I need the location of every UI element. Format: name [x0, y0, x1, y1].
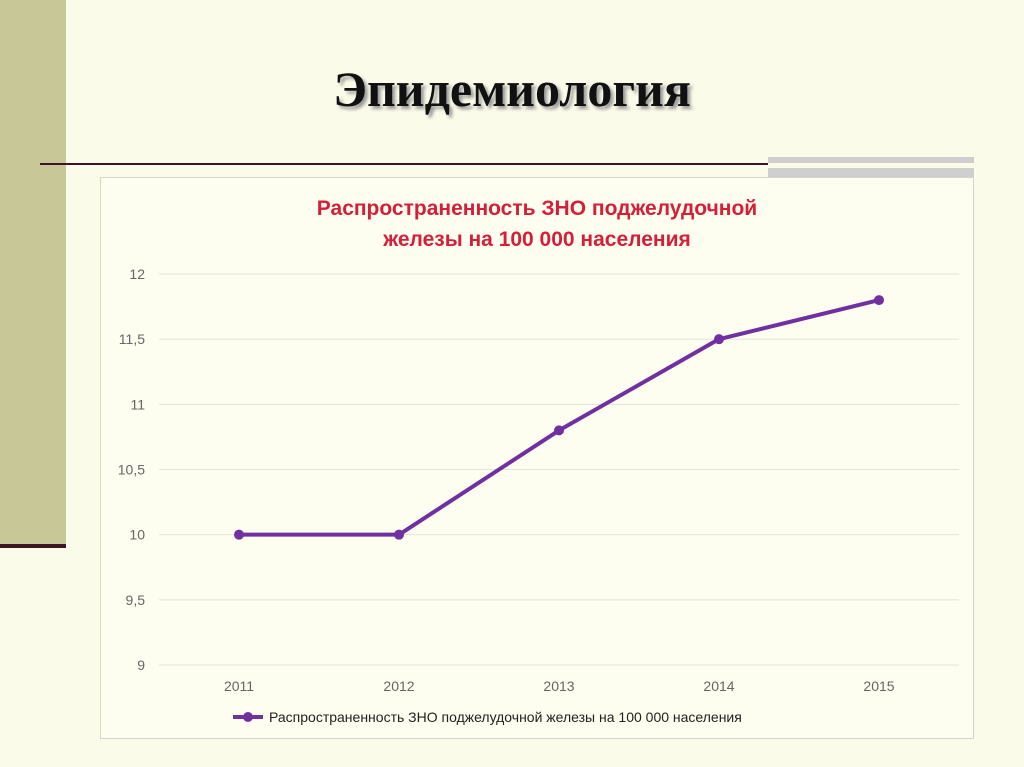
- x-tick-label: 2012: [383, 678, 414, 694]
- y-tick-label: 9,5: [126, 592, 146, 608]
- x-tick-label: 2015: [863, 678, 894, 694]
- legend-label: Распространенность ЗНО поджелудочной жел…: [269, 709, 742, 725]
- y-tick-label: 9: [137, 657, 145, 673]
- title-divider: [40, 163, 974, 165]
- side-rule: [0, 544, 66, 548]
- chart-title-line-2: железы на 100 000 населения: [383, 228, 691, 251]
- y-tick-label: 11: [130, 396, 145, 412]
- series-line: [239, 298, 880, 537]
- y-tick-label: 10,5: [118, 462, 145, 478]
- side-band: [0, 0, 66, 547]
- y-tick-label: 10: [129, 527, 145, 543]
- data-point: [874, 295, 884, 306]
- y-tick-label: 12: [129, 266, 145, 282]
- legend-marker-icon: [243, 712, 253, 722]
- chart-title-line-1: Распространенность ЗНО поджелудочной: [316, 197, 758, 220]
- data-point: [394, 529, 404, 540]
- y-tick-label: 11,5: [119, 331, 145, 347]
- line-chart: 9 9,5 10 10,5 11 11,5 12 2011 2012 2013 2014 2015 Ра…: [118, 266, 959, 725]
- x-tick-label: 2014: [703, 678, 734, 694]
- chart-title: Распространенность ЗНО поджелудочной жел…: [101, 193, 973, 255]
- x-tick-label: 2013: [543, 678, 574, 694]
- data-point: [554, 425, 564, 436]
- x-tick-label: 2011: [224, 678, 254, 694]
- slide-title: Эпидемиология: [333, 61, 691, 117]
- chart-container: Распространенность ЗНО поджелудочной жел…: [100, 177, 974, 739]
- data-point: [714, 334, 724, 345]
- decorative-gray-bar: [768, 157, 974, 177]
- data-point: [234, 529, 244, 540]
